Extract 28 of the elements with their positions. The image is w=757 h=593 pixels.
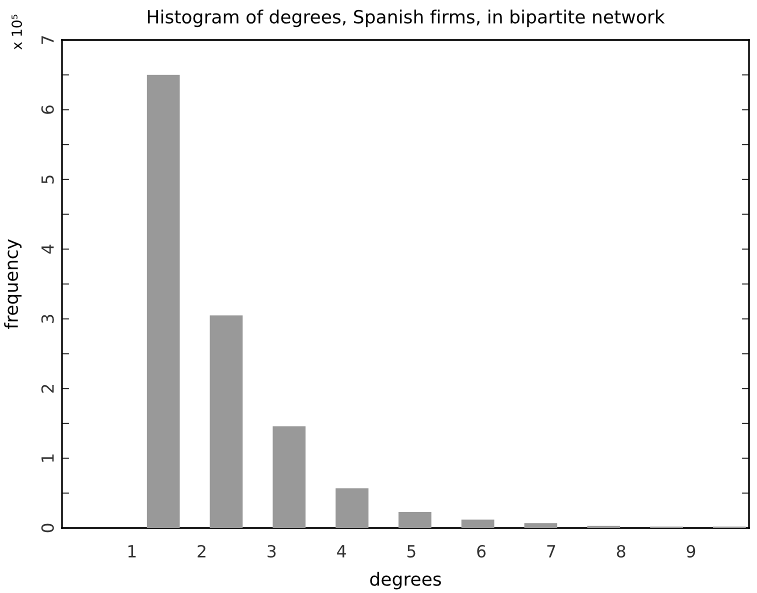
chart-title: Histogram of degrees, Spanish firms, in bipartite network (148, 10, 665, 28)
y-tick-label: 1 (42, 454, 54, 462)
bar (210, 315, 243, 528)
y-tick-label: 5 (42, 176, 54, 184)
y-tick-label: 2 (41, 384, 54, 393)
x-axis-title: degrees (370, 572, 441, 590)
x-tick-label: 6 (477, 544, 486, 558)
bar (398, 512, 432, 528)
bar (272, 426, 306, 528)
x-tick-label: 2 (198, 544, 206, 558)
bar (524, 523, 558, 528)
bar (336, 488, 368, 528)
x-tick-label: 8 (616, 544, 626, 558)
y-tick-label: 4 (42, 244, 54, 254)
x-tick-label: 1 (128, 545, 136, 558)
bar (461, 520, 494, 528)
y-axis-title: frequency (4, 239, 22, 329)
x-tick-label: 3 (268, 544, 276, 558)
x-tick-label: 7 (547, 545, 556, 558)
x-tick-label: 4 (337, 545, 346, 558)
y-tick-label: 6 (41, 105, 54, 114)
y-tick-label: 0 (41, 524, 54, 532)
y-tick-label: 3 (41, 314, 54, 323)
x-tick-label: 5 (407, 545, 416, 558)
x-tick-label: 9 (686, 544, 696, 558)
bar (146, 74, 180, 528)
text: x 10⁵ (12, 14, 22, 50)
y-tick-label: 7 (42, 36, 54, 44)
